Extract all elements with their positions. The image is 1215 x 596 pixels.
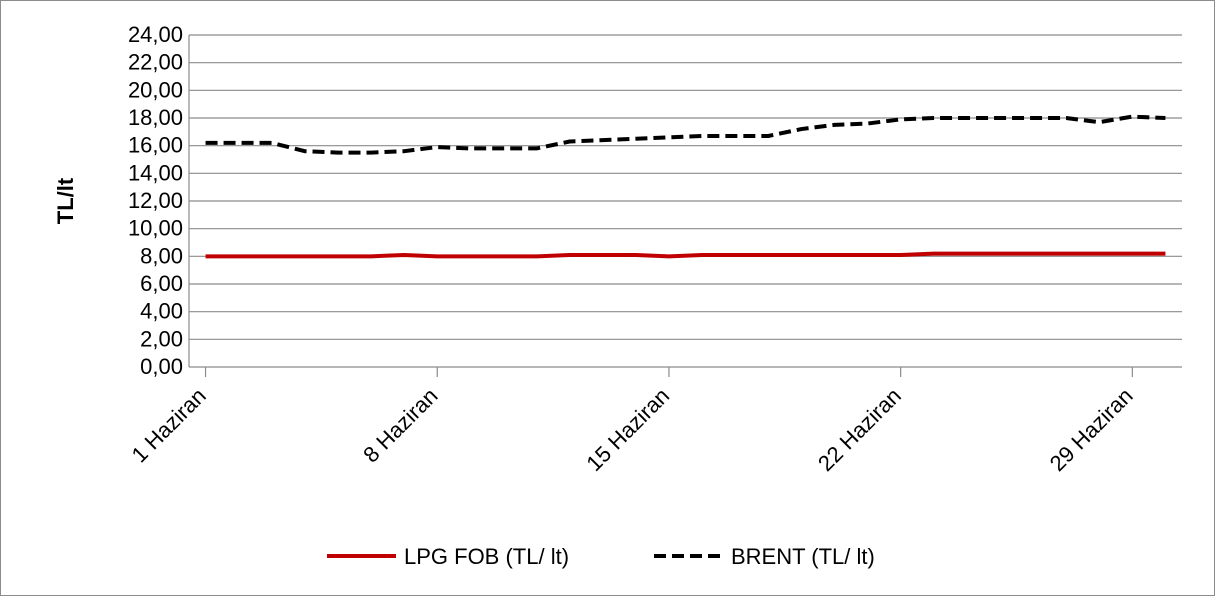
y-tick-label: 16,00 — [128, 133, 183, 158]
legend-label: BRENT (TL/ lt) — [731, 544, 875, 569]
y-tick-label: 14,00 — [128, 160, 183, 185]
series-line-lpg-fob — [205, 251, 1166, 259]
y-tick-label: 2,00 — [140, 326, 183, 351]
y-tick-label: 8,00 — [140, 243, 183, 268]
y-tick-label: 6,00 — [140, 271, 183, 296]
x-tick-label: 22 Haziran — [813, 383, 906, 476]
y-axis-title: TL/lt — [53, 177, 78, 224]
y-tick-label: 12,00 — [128, 188, 183, 213]
y-tick-label: 0,00 — [140, 354, 183, 379]
y-tick-label: 22,00 — [128, 50, 183, 75]
y-tick-label: 4,00 — [140, 299, 183, 324]
y-tick-label: 18,00 — [128, 105, 183, 130]
y-tick-label: 20,00 — [128, 77, 183, 102]
series-line-brent — [205, 114, 1166, 155]
x-tick-label: 8 Haziran — [358, 383, 442, 467]
y-tick-label: 10,00 — [128, 216, 183, 241]
x-tick-label: 15 Haziran — [581, 383, 674, 476]
x-tick-label: 29 Haziran — [1045, 383, 1138, 476]
legend-label: LPG FOB (TL/ lt) — [404, 544, 569, 569]
x-tick-label: 1 Haziran — [127, 383, 211, 467]
y-tick-label: 24,00 — [128, 22, 183, 47]
